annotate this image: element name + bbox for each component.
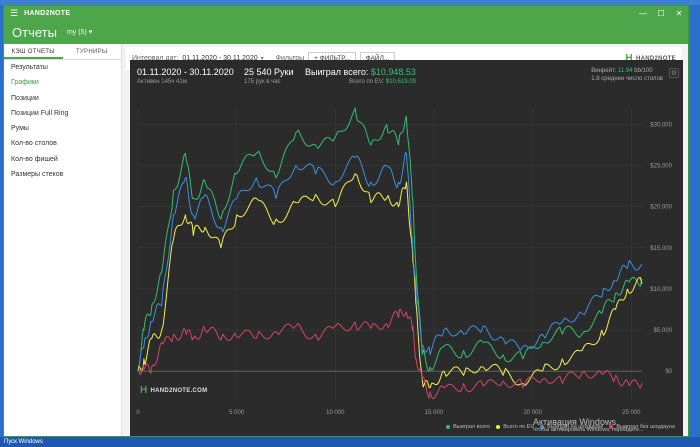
stat-ev-value: $10,619.09 [385,79,416,85]
graph-panel: 0 5 000 10 000 15 000 20 000 25 000 $0 $5,000 $1… [130,60,683,436]
legend-dot-total [446,425,451,429]
minimize-button[interactable]: — [639,8,647,18]
stat-date-range: 01.11.2020 - 30.11.2020 Активен 145ч 41м [137,67,234,85]
x-tick-label: 15 000 [425,410,444,416]
tab-tournaments[interactable]: ТУРНИРЫ [75,49,108,55]
legend-item[interactable]: Выиграл на шоудауне [540,424,603,430]
avg-tables: 1.8 среднее число столов [591,76,663,82]
x-tick-label: 25 000 [622,410,641,416]
winrate-label: Винрейт: [591,68,617,74]
filter-button-label: ФИЛЬТР... [319,55,350,62]
stat-active-time: Активен 145ч 41м [137,79,187,85]
winrate-unit: bb/100 [634,68,653,74]
taskbar: Пуск Windows [0,437,700,447]
hand2note-logo-icon: H [625,53,633,64]
legend-item[interactable]: Всего по EV [496,424,534,430]
activation-title: Активация Windows [533,417,616,427]
sidebar-item-positions[interactable]: Позиции [11,94,39,102]
legend-label-total: Выиграл всего [453,424,491,430]
legend-dot-showdown [540,425,545,429]
legend-dot-ev [496,425,501,429]
series-line-total [137,107,643,372]
y-tick-label: $25,000 [650,164,672,170]
hamburger-menu-icon[interactable]: ☰ [10,7,19,18]
sidebar: КЭШ ОТЧЕТЫ ТУРНИРЫ Результаты Графики По… [4,44,122,436]
stat-hands: 25 540 Руки 175 рук в час [244,67,294,85]
chart-watermark: H HAND2NOTE.COM [140,385,207,396]
taskbar-text: Пуск Windows [4,439,43,445]
sidebar-item-tables-count[interactable]: Кол-во столов [11,140,57,148]
sidebar-item-rooms[interactable]: Румы [11,125,29,133]
chart-legend: Выиграл всего Всего по EV Выиграл на шоу… [440,424,675,430]
stat-won-value: $10,948.53 [370,67,416,77]
legend-item[interactable]: Выиграл всего [446,424,490,430]
tab-cash-reports[interactable]: КЭШ ОТЧЕТЫ [4,44,63,59]
winnings-chart[interactable]: 0 5 000 10 000 15 000 20 000 25 000 $0 $5,000 $1… [130,60,683,436]
sidebar-item-positions-full-ring[interactable]: Позиции Full Ring [11,109,69,117]
interval-label: Интервал дат: [132,55,179,62]
hand2note-logo-icon: H [140,385,148,396]
windows-activation-notice: Активация Windows Чтобы активировать Win… [533,417,644,433]
x-tick-label: 5 000 [229,410,245,416]
desktop-background [0,0,700,5]
winrate-value: 11.94 [618,68,633,74]
chevron-down-icon[interactable]: ▾ [260,56,264,62]
date-interval-select[interactable]: 01.11.2020 - 30.11.2020 [182,55,258,62]
legend-dot-noshowdown [609,425,614,429]
close-button[interactable]: ✕ [675,8,683,18]
main-content: Интервал дат: 01.11.2020 - 30.11.2020 ▾ … [122,44,688,436]
stat-hands-per-hour: 175 рук в час [244,79,281,85]
sidebar-item-graphs[interactable]: Графики [11,79,39,87]
legend-label-noshowdown: Выиграл без шоудауна [616,424,675,430]
brand-logo-text: HAND2NOTE [635,55,676,62]
y-tick-label: $0 [665,369,672,375]
series-line-noshowdown [137,308,643,399]
x-tick-label: 10 000 [326,410,345,416]
y-tick-label: $20,000 [650,205,672,211]
window-title: HAND2NOTE [24,9,71,17]
title-bar: ☰ HAND2NOTE — ☐ ✕ [4,6,688,20]
legend-label-showdown: Выиграл на шоудауне [547,424,604,430]
page-title: Отчеты [12,24,57,40]
chevron-down-icon: ▾ [88,29,93,36]
database-name: my (5) [66,29,87,36]
activation-subtitle: Чтобы активировать Windows, перейдите... [533,427,644,433]
y-tick-label: $10,000 [650,287,672,293]
stat-winrate: Винрейт: 11.94 bb/100 1.8 среднее число … [591,68,663,82]
stat-won-label: Выиграл всего: [305,67,369,77]
y-tick-label: $5,000 [654,328,673,334]
chart-settings-icon[interactable]: ⚙ [669,68,679,78]
y-tick-label: $30,000 [650,122,672,128]
stat-date-range-value: 01.11.2020 - 30.11.2020 [137,67,234,77]
y-tick-label: $15,000 [650,246,672,252]
plus-icon: + [314,55,320,62]
sidebar-item-stack-sizes[interactable]: Размеры стеков [11,171,64,179]
brand-logo: H HAND2NOTE [625,53,676,64]
legend-label-ev: Всего по EV [503,424,535,430]
filters-label: Фильтры [275,55,305,62]
sidebar-item-results[interactable]: Результаты [11,64,48,71]
app-window: ☰ HAND2NOTE — ☐ ✕ Отчеты my (5) ▾ КЭШ ОТ… [3,5,689,437]
stat-hands-value: 25 540 Руки [244,67,294,77]
report-nav: Результаты Графики Позиции Позиции Full … [4,60,121,182]
watermark-text: HAND2NOTE.COM [150,387,208,394]
database-selector[interactable]: my (5) ▾ [67,28,92,36]
app-bar: Отчеты my (5) ▾ [4,20,688,44]
sidebar-tabs: КЭШ ОТЧЕТЫ ТУРНИРЫ [4,44,121,60]
stat-winnings: Выиграл всего: $10,948.53 Всего по EV: $… [305,67,416,85]
legend-item[interactable]: Выиграл без шоудауна [609,424,675,430]
stat-ev-label: Всего по EV: [349,79,385,85]
series-line-ev [137,173,643,389]
sidebar-item-chips-count[interactable]: Кол-во фишей [11,155,58,163]
x-tick-label: 0 [136,410,140,416]
maximize-button[interactable]: ☐ [657,8,665,18]
series-line-showdown [137,152,643,372]
window-controls: — ☐ ✕ [634,9,688,18]
x-tick-label: 20 000 [523,410,542,416]
